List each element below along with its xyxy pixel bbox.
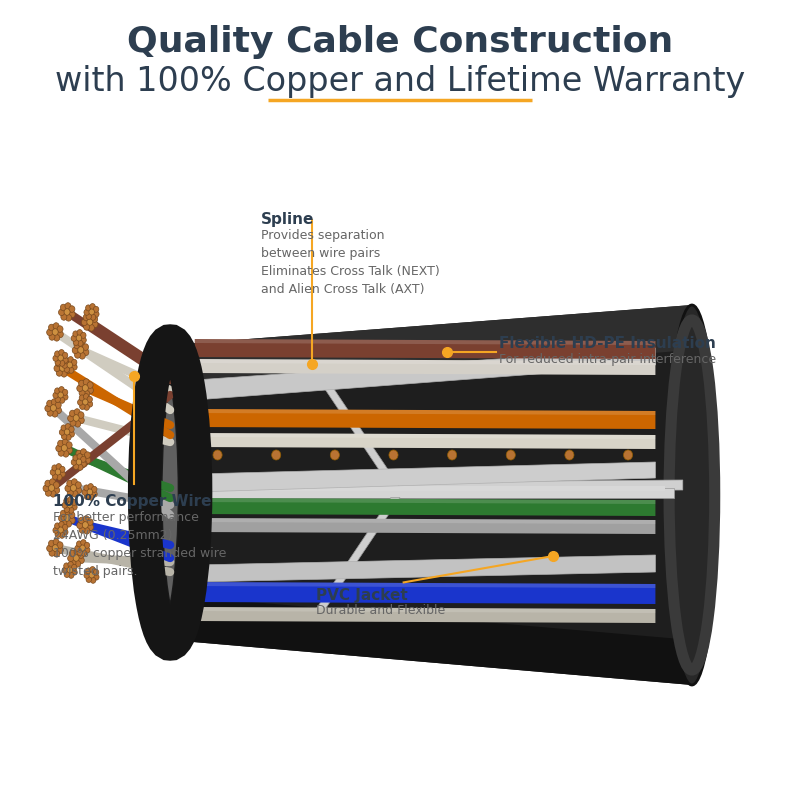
Circle shape bbox=[71, 478, 78, 486]
Circle shape bbox=[50, 405, 56, 411]
Circle shape bbox=[85, 547, 90, 553]
Circle shape bbox=[78, 346, 84, 354]
Polygon shape bbox=[194, 582, 655, 604]
Circle shape bbox=[55, 531, 61, 538]
Text: For better performance
24AWG (0.25mm2)
100% copper stranded wire
twisted pairs.: For better performance 24AWG (0.25mm2) 1… bbox=[54, 511, 226, 578]
Polygon shape bbox=[194, 409, 655, 415]
Circle shape bbox=[61, 314, 67, 320]
Circle shape bbox=[68, 415, 74, 422]
Circle shape bbox=[77, 550, 82, 555]
Circle shape bbox=[52, 474, 58, 479]
Circle shape bbox=[59, 365, 66, 371]
Circle shape bbox=[43, 485, 49, 492]
Circle shape bbox=[53, 322, 59, 330]
Circle shape bbox=[53, 355, 58, 362]
Circle shape bbox=[70, 420, 76, 426]
Circle shape bbox=[58, 450, 64, 456]
Circle shape bbox=[69, 311, 75, 318]
Circle shape bbox=[87, 318, 93, 326]
Circle shape bbox=[82, 385, 88, 391]
Circle shape bbox=[82, 344, 89, 350]
Circle shape bbox=[86, 305, 91, 311]
Circle shape bbox=[54, 523, 60, 529]
Polygon shape bbox=[194, 607, 655, 613]
Circle shape bbox=[66, 480, 73, 486]
Circle shape bbox=[75, 487, 82, 494]
Circle shape bbox=[56, 360, 62, 366]
Circle shape bbox=[66, 442, 72, 448]
Circle shape bbox=[75, 482, 82, 488]
Circle shape bbox=[77, 385, 82, 392]
Circle shape bbox=[57, 474, 62, 480]
Circle shape bbox=[83, 349, 89, 356]
Circle shape bbox=[74, 339, 78, 346]
Circle shape bbox=[50, 470, 56, 475]
Circle shape bbox=[46, 490, 51, 496]
Circle shape bbox=[52, 329, 58, 335]
Circle shape bbox=[57, 326, 63, 332]
Circle shape bbox=[74, 463, 78, 470]
Polygon shape bbox=[170, 305, 692, 685]
Circle shape bbox=[74, 421, 81, 427]
Circle shape bbox=[54, 388, 60, 394]
Circle shape bbox=[80, 403, 85, 410]
Circle shape bbox=[74, 352, 81, 358]
Circle shape bbox=[60, 471, 66, 477]
Circle shape bbox=[623, 450, 633, 460]
Circle shape bbox=[76, 450, 82, 457]
Circle shape bbox=[46, 545, 53, 552]
Circle shape bbox=[53, 538, 59, 546]
Circle shape bbox=[81, 461, 87, 467]
Circle shape bbox=[81, 456, 86, 462]
Circle shape bbox=[64, 506, 70, 513]
Circle shape bbox=[50, 490, 56, 497]
Circle shape bbox=[58, 309, 65, 316]
Circle shape bbox=[83, 394, 89, 399]
Circle shape bbox=[62, 529, 68, 535]
Circle shape bbox=[87, 401, 93, 407]
Circle shape bbox=[94, 311, 99, 317]
Circle shape bbox=[60, 304, 66, 310]
Circle shape bbox=[87, 524, 94, 530]
Polygon shape bbox=[177, 480, 682, 493]
Circle shape bbox=[90, 303, 95, 310]
Circle shape bbox=[71, 359, 77, 366]
Circle shape bbox=[62, 362, 67, 368]
Circle shape bbox=[53, 527, 58, 534]
Circle shape bbox=[49, 485, 54, 491]
Circle shape bbox=[56, 445, 62, 452]
Circle shape bbox=[330, 450, 339, 460]
Polygon shape bbox=[194, 339, 655, 359]
Circle shape bbox=[62, 524, 68, 530]
Circle shape bbox=[90, 578, 96, 583]
Circle shape bbox=[59, 532, 65, 538]
Polygon shape bbox=[309, 498, 400, 620]
Circle shape bbox=[62, 438, 68, 446]
Circle shape bbox=[46, 329, 53, 336]
Circle shape bbox=[69, 572, 74, 578]
Circle shape bbox=[55, 397, 61, 402]
Circle shape bbox=[70, 485, 77, 491]
Text: Flexible HD-PE Insulation: Flexible HD-PE Insulation bbox=[498, 336, 715, 351]
Circle shape bbox=[58, 392, 63, 398]
Circle shape bbox=[64, 514, 70, 522]
Circle shape bbox=[54, 487, 60, 494]
Circle shape bbox=[88, 325, 94, 331]
Circle shape bbox=[87, 382, 93, 388]
Polygon shape bbox=[170, 305, 692, 390]
Circle shape bbox=[58, 350, 64, 355]
Circle shape bbox=[506, 450, 515, 460]
Circle shape bbox=[92, 491, 98, 497]
Circle shape bbox=[89, 572, 94, 578]
Circle shape bbox=[58, 331, 63, 338]
Circle shape bbox=[72, 569, 77, 575]
Circle shape bbox=[82, 399, 88, 405]
Text: Spline: Spline bbox=[262, 212, 314, 227]
Circle shape bbox=[62, 352, 68, 358]
Circle shape bbox=[78, 557, 84, 564]
Circle shape bbox=[49, 334, 55, 340]
Circle shape bbox=[81, 461, 86, 467]
Text: Durable and Flexible: Durable and Flexible bbox=[316, 605, 446, 618]
Circle shape bbox=[66, 521, 71, 527]
Circle shape bbox=[78, 399, 83, 406]
